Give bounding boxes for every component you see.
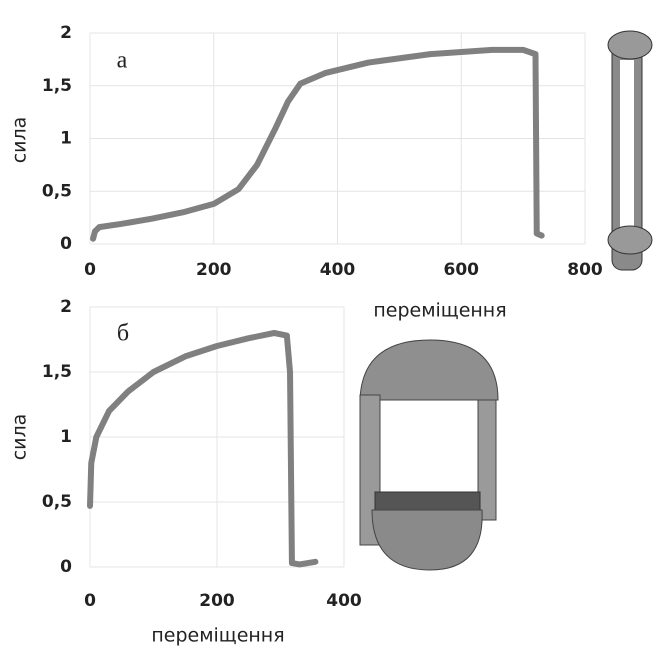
- specimen-b: [360, 340, 498, 570]
- data-line: [90, 333, 315, 564]
- page: {"chart_data": [ {"type": "line", "annot…: [0, 0, 659, 648]
- data-line: [93, 50, 542, 239]
- x-tick-label: 0: [84, 591, 96, 611]
- panel-annotation: а: [117, 48, 128, 74]
- x-axis-label: переміщення: [373, 300, 506, 322]
- x-tick-label: 400: [320, 260, 356, 280]
- figure: 00,511,520200400600800переміщеннясилаа00…: [0, 0, 659, 648]
- y-tick-label: 1: [60, 427, 72, 447]
- y-tick-label: 0,5: [42, 181, 72, 201]
- x-tick-label: 0: [84, 260, 96, 280]
- x-tick-label: 400: [326, 591, 362, 611]
- panel-annotation: б: [117, 321, 129, 347]
- y-tick-label: 1,5: [42, 362, 72, 382]
- y-tick-label: 1: [60, 129, 72, 149]
- y-axis-label: сила: [9, 117, 31, 164]
- x-axis-label: переміщення: [151, 625, 284, 647]
- y-tick-label: 2: [60, 297, 72, 317]
- y-tick-label: 0,5: [42, 492, 72, 512]
- x-tick-label: 600: [444, 260, 480, 280]
- y-tick-label: 0: [60, 234, 72, 254]
- x-tick-label: 200: [199, 591, 235, 611]
- x-tick-label: 800: [567, 260, 603, 280]
- y-tick-label: 1,5: [42, 76, 72, 96]
- specimen-a: [608, 31, 652, 270]
- y-tick-label: 0: [60, 557, 72, 577]
- y-axis-label: сила: [9, 414, 31, 461]
- x-tick-label: 200: [196, 260, 232, 280]
- y-tick-label: 2: [60, 23, 72, 43]
